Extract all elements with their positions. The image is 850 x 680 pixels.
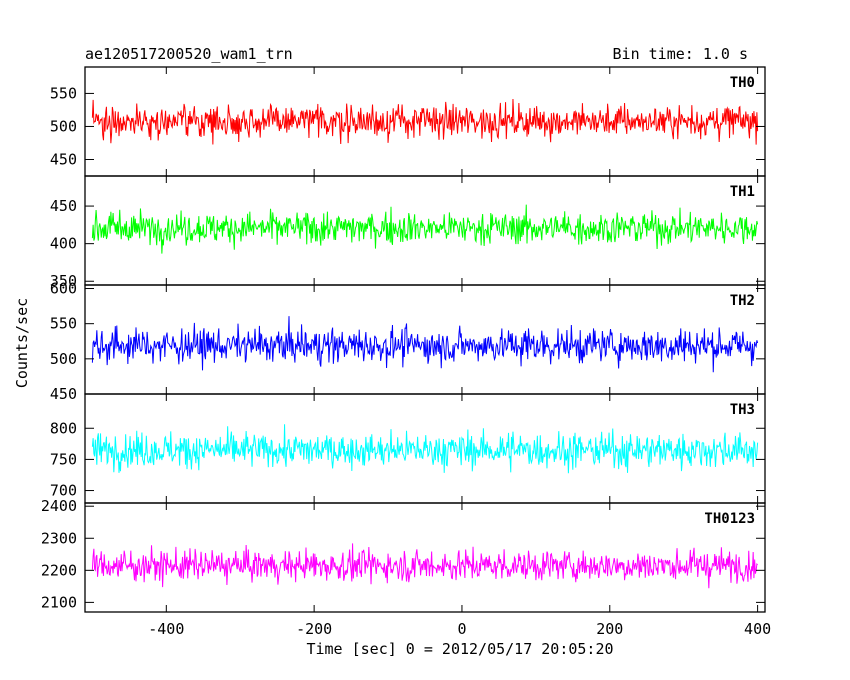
series-line-th0123 [91, 543, 758, 589]
x-tick-label: 400 [744, 620, 771, 638]
y-tick-label: 2300 [41, 529, 77, 547]
y-tick-label: 550 [50, 84, 77, 102]
series-line-th3 [91, 424, 759, 474]
y-tick-label: 550 [50, 315, 77, 333]
panel-label-th0: TH0 [730, 75, 755, 91]
series-line-th2 [91, 316, 759, 373]
y-tick-label: 700 [50, 482, 77, 500]
y-axis-label: Counts/sec [13, 297, 31, 389]
y-tick-label: 500 [50, 350, 77, 368]
chart-title: ae120517200520_wam1_trn [85, 45, 293, 63]
y-tick-label: 450 [50, 385, 77, 403]
x-tick-label: 200 [596, 620, 623, 638]
x-axis-label: Time [sec] 0 = 2012/05/17 20:05:20 [306, 640, 614, 658]
panel-label-th0123: TH0123 [704, 511, 755, 527]
series-line-th1 [91, 204, 759, 254]
x-tick-label: 0 [457, 620, 466, 638]
y-tick-label: 350 [50, 272, 77, 290]
series-line-th0 [91, 99, 759, 145]
y-tick-label: 400 [50, 235, 77, 253]
y-tick-label: 600 [50, 280, 77, 298]
bin-time-label: Bin time: 1.0 s [612, 45, 748, 63]
y-tick-label: 450 [50, 197, 77, 215]
y-tick-label: 450 [50, 150, 77, 168]
panel-label-th1: TH1 [730, 184, 755, 200]
y-tick-label: 2200 [41, 561, 77, 579]
panel-label-th3: TH3 [730, 402, 755, 418]
x-tick-label: -400 [148, 620, 184, 638]
y-tick-label: 500 [50, 117, 77, 135]
y-tick-label: 750 [50, 450, 77, 468]
y-tick-label: 2400 [41, 497, 77, 515]
y-tick-label: 2100 [41, 593, 77, 611]
panel-frame-th0123 [84, 502, 766, 613]
y-tick-label: 800 [50, 419, 77, 437]
x-tick-label: -200 [296, 620, 332, 638]
panel-label-th2: TH2 [730, 293, 755, 309]
